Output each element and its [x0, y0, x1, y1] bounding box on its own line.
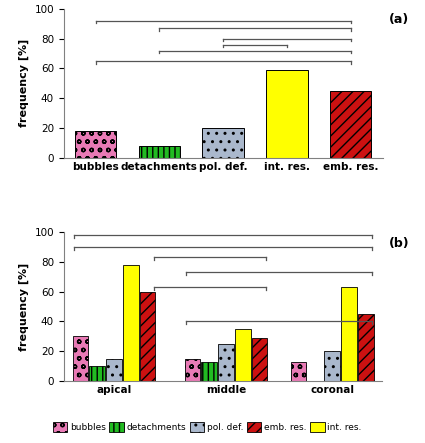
Bar [184, 359, 200, 381]
Bar [291, 361, 306, 381]
Bar [218, 344, 234, 381]
Text: (a): (a) [389, 13, 409, 26]
Bar [123, 265, 139, 381]
Bar [330, 91, 371, 158]
Bar [106, 359, 122, 381]
Bar [252, 338, 267, 381]
Bar [140, 291, 156, 381]
Y-axis label: frequency [%]: frequency [%] [19, 39, 29, 128]
Legend: bubbles, detachments, pol. def., emb. res., int. res.: bubbles, detachments, pol. def., emb. re… [49, 419, 366, 436]
Bar [73, 336, 88, 381]
Bar [90, 366, 105, 381]
Bar [75, 131, 116, 158]
Y-axis label: frequency [%]: frequency [%] [19, 262, 29, 351]
Bar [341, 287, 357, 381]
Bar [201, 361, 217, 381]
Text: (b): (b) [389, 237, 410, 249]
Bar [266, 70, 308, 158]
Bar [235, 329, 250, 381]
Bar [358, 314, 374, 381]
Bar [202, 128, 244, 158]
Bar [139, 146, 180, 158]
Bar [324, 351, 340, 381]
